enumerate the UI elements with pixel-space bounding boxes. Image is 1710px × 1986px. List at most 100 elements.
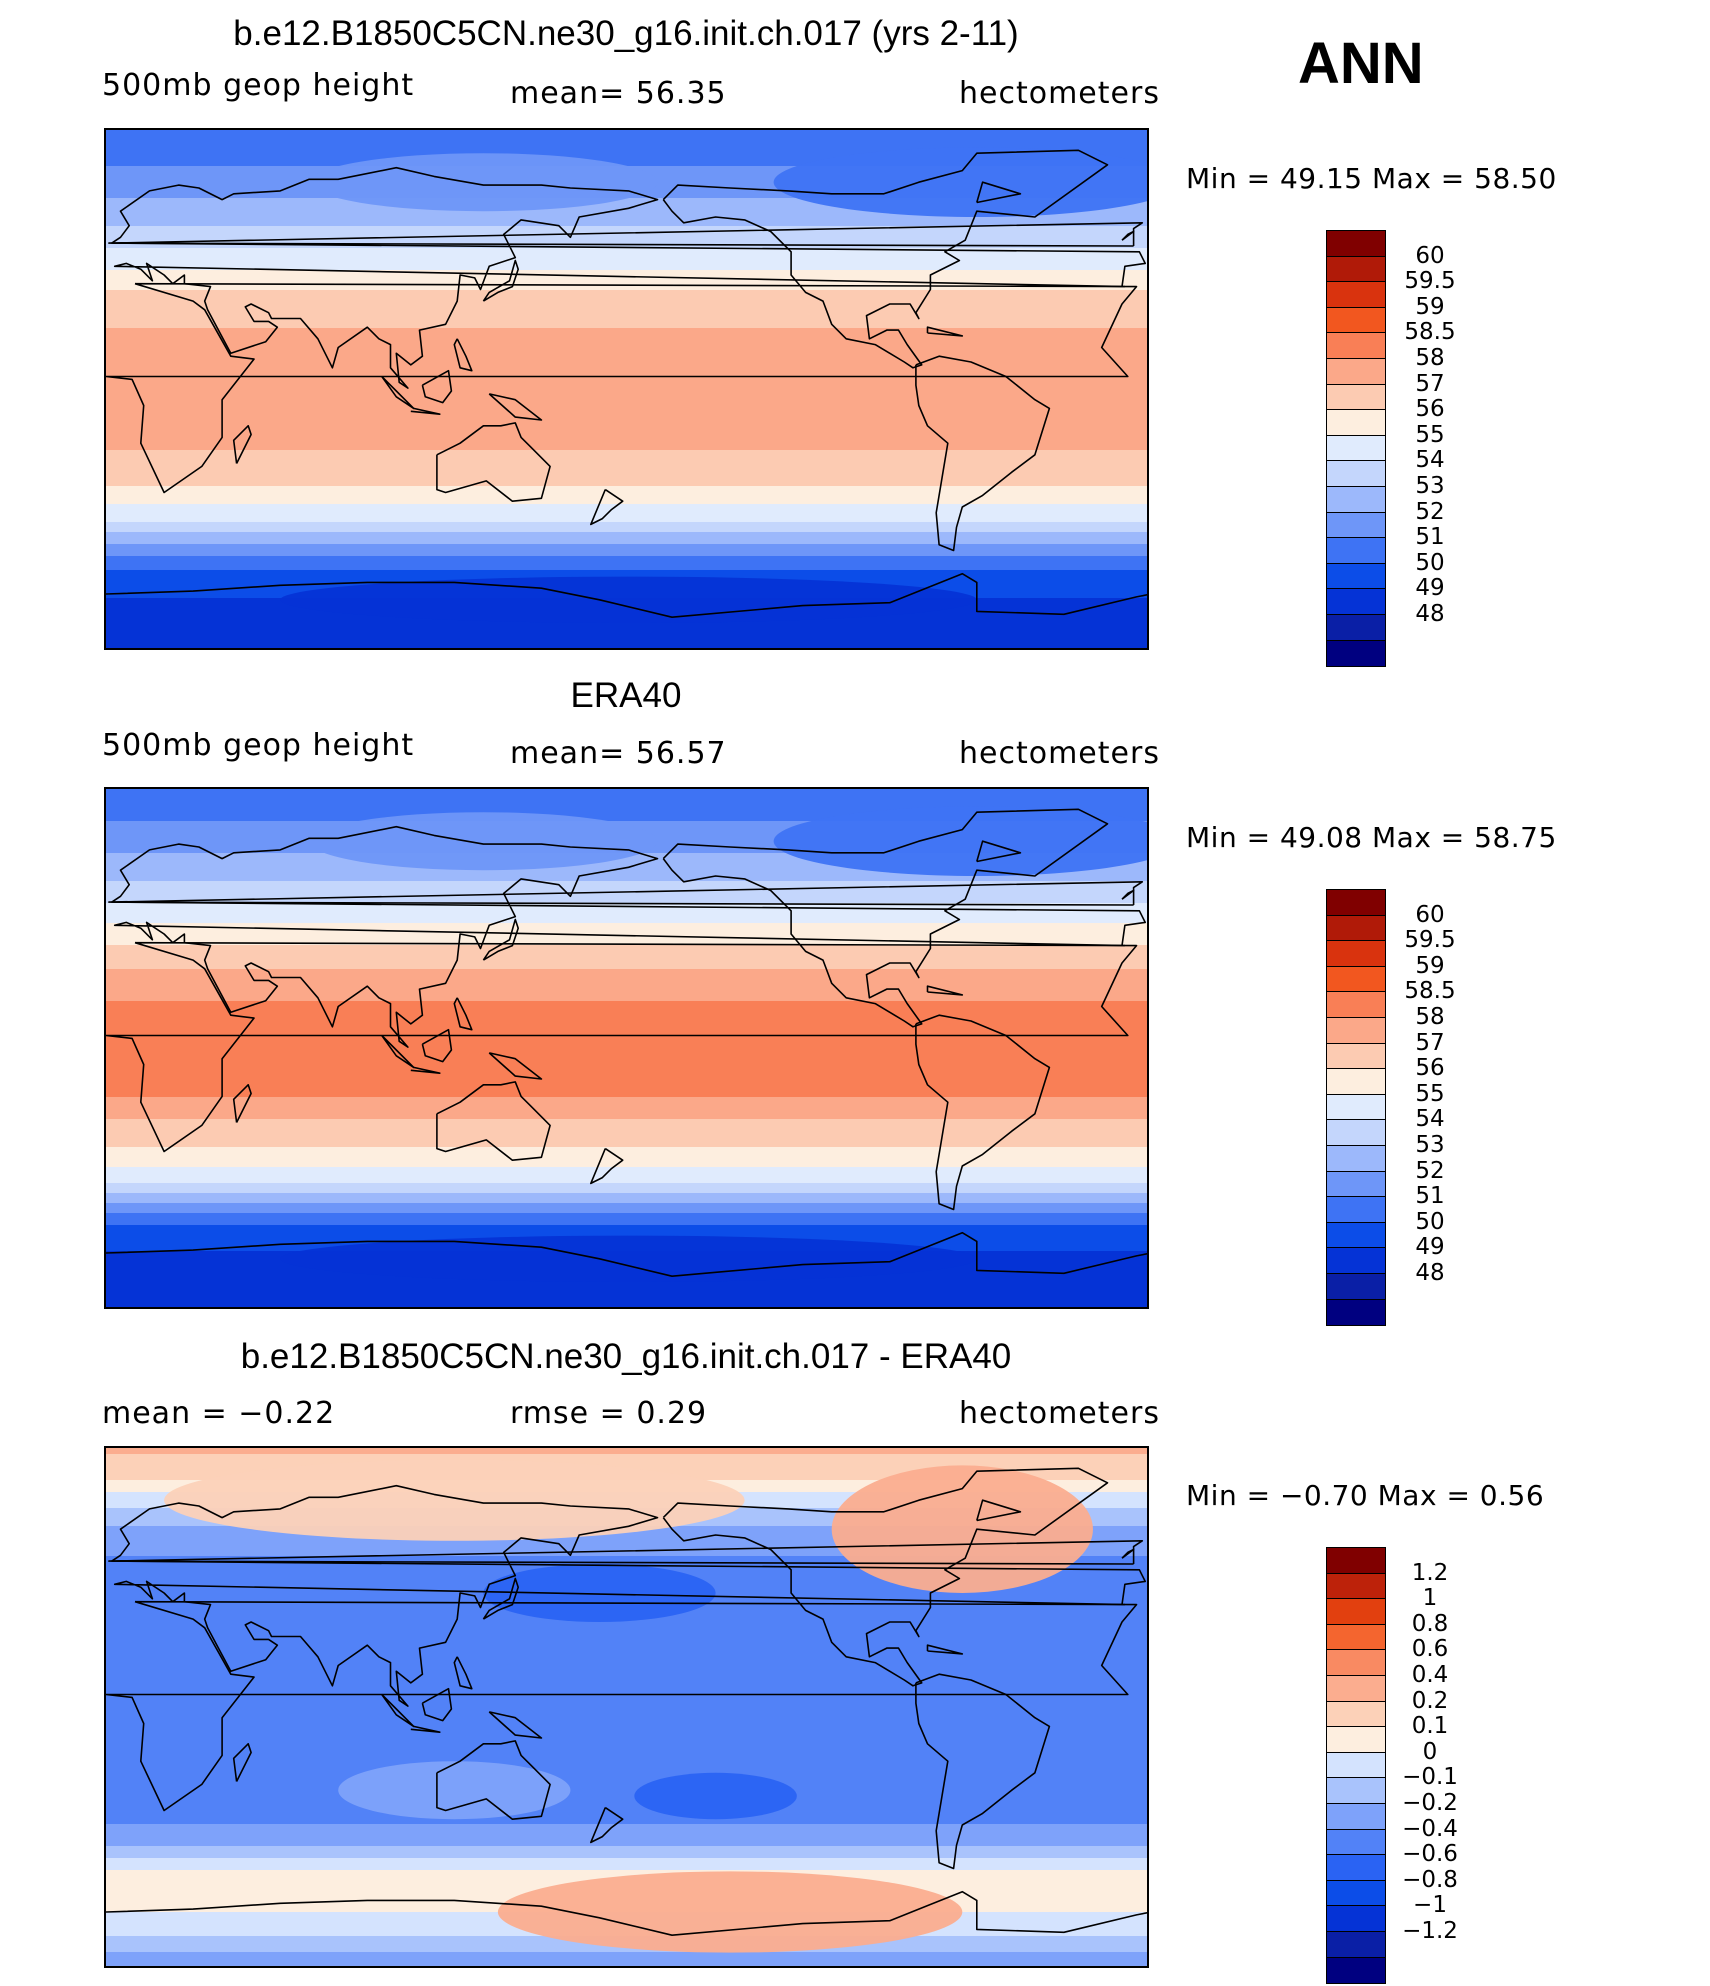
contour-band (106, 1065, 1147, 1068)
colorbar-box (1327, 435, 1385, 462)
contour-band (106, 809, 1147, 812)
contour-band (106, 811, 1147, 814)
contour-band (106, 1700, 1147, 1703)
contour-band (106, 1191, 1147, 1194)
contour-band (106, 622, 1147, 625)
contour-band (106, 807, 1147, 810)
contour-band (106, 871, 1147, 874)
contour-band (106, 310, 1147, 313)
contour-band (106, 1648, 1147, 1651)
contour-band (106, 1854, 1147, 1857)
contour-band (106, 1167, 1147, 1170)
contour-band (106, 1656, 1147, 1659)
contour-band (106, 1217, 1147, 1220)
colorbar-box (1327, 563, 1385, 590)
contour-band (106, 1736, 1147, 1739)
contour-band (106, 939, 1147, 942)
contour-band (106, 426, 1147, 429)
contour-band (106, 642, 1147, 645)
contour-band (106, 490, 1147, 493)
contour-band (106, 971, 1147, 974)
contour-band (106, 953, 1147, 956)
contour-feature (773, 806, 1147, 876)
contour-band (106, 424, 1147, 427)
contour-band (106, 1720, 1147, 1723)
contour-band (106, 1858, 1147, 1861)
contour-band (106, 636, 1147, 639)
colorbar-box (1327, 1701, 1385, 1728)
contour-band (106, 921, 1147, 924)
contour-band (106, 1704, 1147, 1707)
contour-band (106, 909, 1147, 912)
panel-3-min-max: Min = −0.70 Max = 0.56 (1186, 1479, 1545, 1512)
contour-band (106, 1129, 1147, 1132)
contour-band (106, 152, 1147, 155)
contour-band (106, 1702, 1147, 1705)
colorbar-tick-label: 59 (1415, 293, 1445, 320)
colorbar-tick-label: −0.2 (1402, 1790, 1458, 1816)
contour-feature (309, 153, 658, 212)
contour-band (106, 1454, 1147, 1457)
contour-band (106, 464, 1147, 467)
contour-band (106, 1171, 1147, 1174)
contour-band (106, 1027, 1147, 1030)
contour-band (106, 388, 1147, 391)
contour-band (106, 316, 1147, 319)
contour-band (106, 1750, 1147, 1753)
contour-band (106, 1231, 1147, 1234)
contour-band (106, 296, 1147, 299)
contour-band (106, 1221, 1147, 1224)
coastline (111, 166, 1146, 389)
contour-band (106, 290, 1147, 293)
coastline (436, 1081, 551, 1162)
contour-band (106, 648, 1149, 650)
contour-band (106, 861, 1147, 864)
colorbar-box (1327, 1248, 1385, 1274)
contour-band (106, 1291, 1147, 1294)
contour-band (106, 813, 1147, 816)
contour-band (106, 1658, 1147, 1661)
coastline (108, 222, 1144, 247)
colorbar-box (1327, 1675, 1385, 1702)
contour-band (106, 256, 1147, 259)
contour-band (106, 1706, 1147, 1709)
contour-band (106, 1091, 1147, 1094)
contour-band (106, 630, 1147, 633)
contour-band (106, 286, 1147, 289)
contour-band (106, 356, 1147, 359)
contour-band (106, 1199, 1147, 1202)
colorbar-box (1327, 1299, 1385, 1326)
contour-band (106, 406, 1147, 409)
colorbar-box (1327, 640, 1385, 667)
contour-band (106, 1776, 1147, 1779)
colorbar-tick-label: −0.4 (1402, 1815, 1458, 1842)
contour-band (106, 202, 1147, 205)
contour-band (106, 494, 1147, 497)
contour-band (106, 917, 1147, 920)
colorbar-tick-label: 60 (1415, 901, 1445, 928)
colorbar-tick-label: 0 (1422, 1738, 1438, 1765)
coastline (976, 840, 1022, 863)
contour-band (106, 278, 1147, 281)
coastline (482, 1577, 520, 1620)
contour-band (106, 1057, 1147, 1060)
coastline (589, 1147, 624, 1185)
contour-band (106, 404, 1147, 407)
contour-band (106, 506, 1147, 509)
contour-band (106, 280, 1147, 283)
colorbar-box (1327, 1957, 1385, 1984)
contour-band (106, 1766, 1147, 1769)
contour-band (106, 1680, 1147, 1683)
colorbar-box (1327, 1548, 1385, 1574)
coastline (976, 181, 1022, 204)
contour-band (106, 358, 1147, 361)
colorbar-box (1327, 1778, 1385, 1804)
contour-band (106, 266, 1147, 269)
colorbar-box (1327, 1094, 1385, 1121)
contour-band (106, 949, 1147, 952)
contour-band (106, 416, 1147, 419)
coastline (915, 1673, 1051, 1870)
contour-band (106, 865, 1147, 868)
contour-band (106, 1864, 1147, 1867)
colorbar-box (1327, 1273, 1385, 1300)
